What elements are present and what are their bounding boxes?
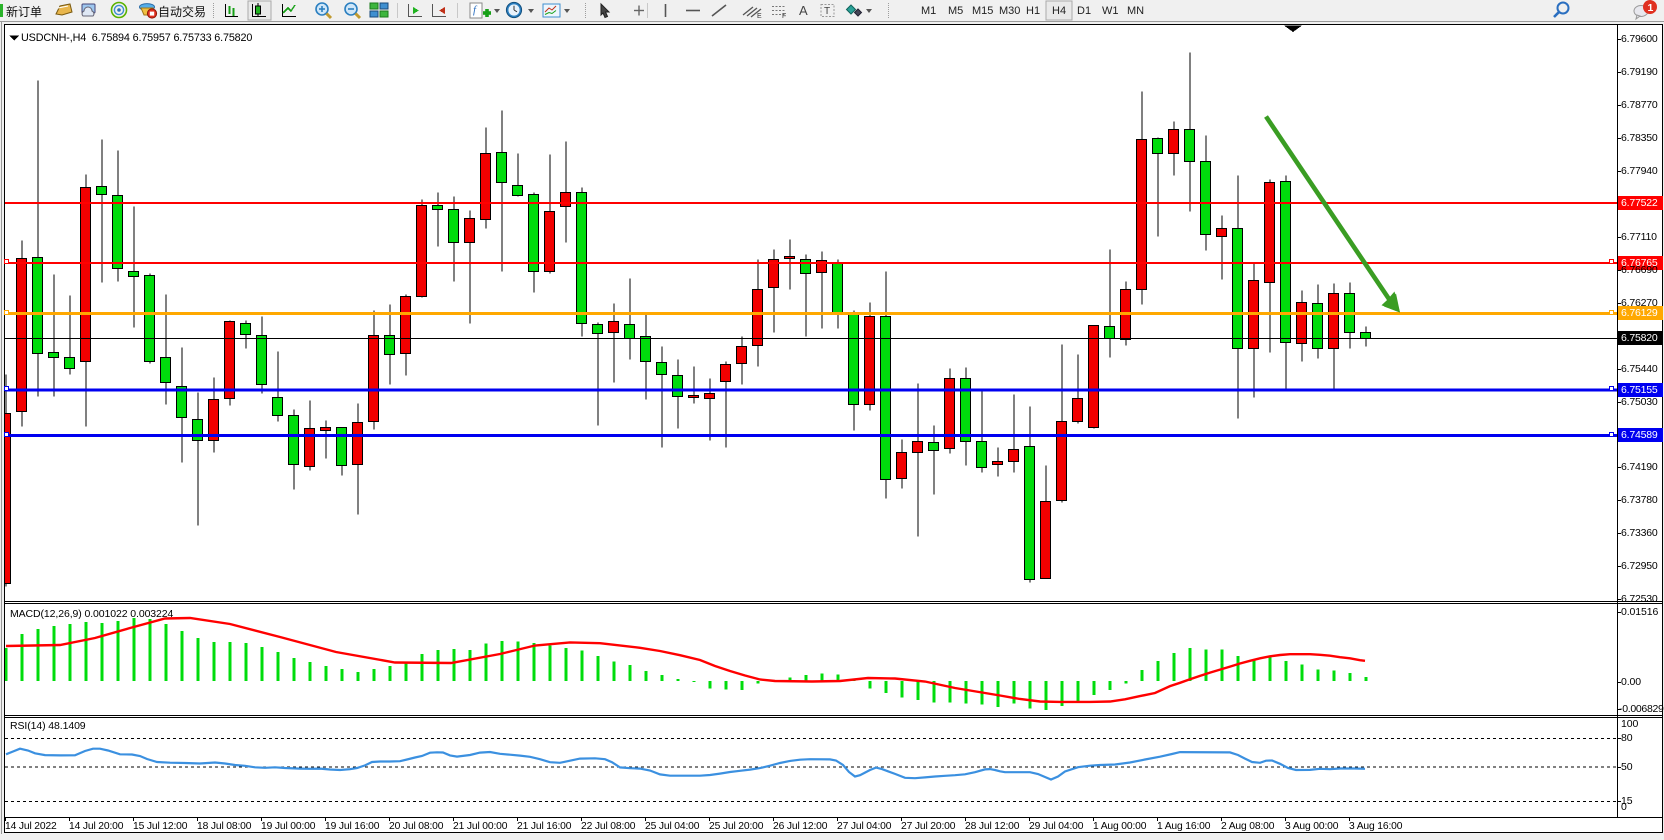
svg-text:M30: M30 [999, 5, 1020, 17]
svg-text:A: A [799, 3, 808, 18]
svg-text:H4: H4 [1052, 5, 1066, 17]
svg-text:M1: M1 [921, 5, 936, 17]
svg-text:D1: D1 [1077, 5, 1091, 17]
svg-text:F: F [782, 13, 786, 20]
svg-text:MN: MN [1127, 5, 1144, 17]
svg-text:T: T [824, 6, 830, 17]
svg-text:W1: W1 [1102, 5, 1119, 17]
svg-text:H1: H1 [1026, 5, 1040, 17]
svg-text:1: 1 [1648, 2, 1654, 14]
svg-text:f: f [473, 4, 478, 16]
svg-text:M15: M15 [972, 5, 993, 17]
svg-text:E: E [757, 13, 762, 20]
svg-text:M5: M5 [948, 5, 963, 17]
